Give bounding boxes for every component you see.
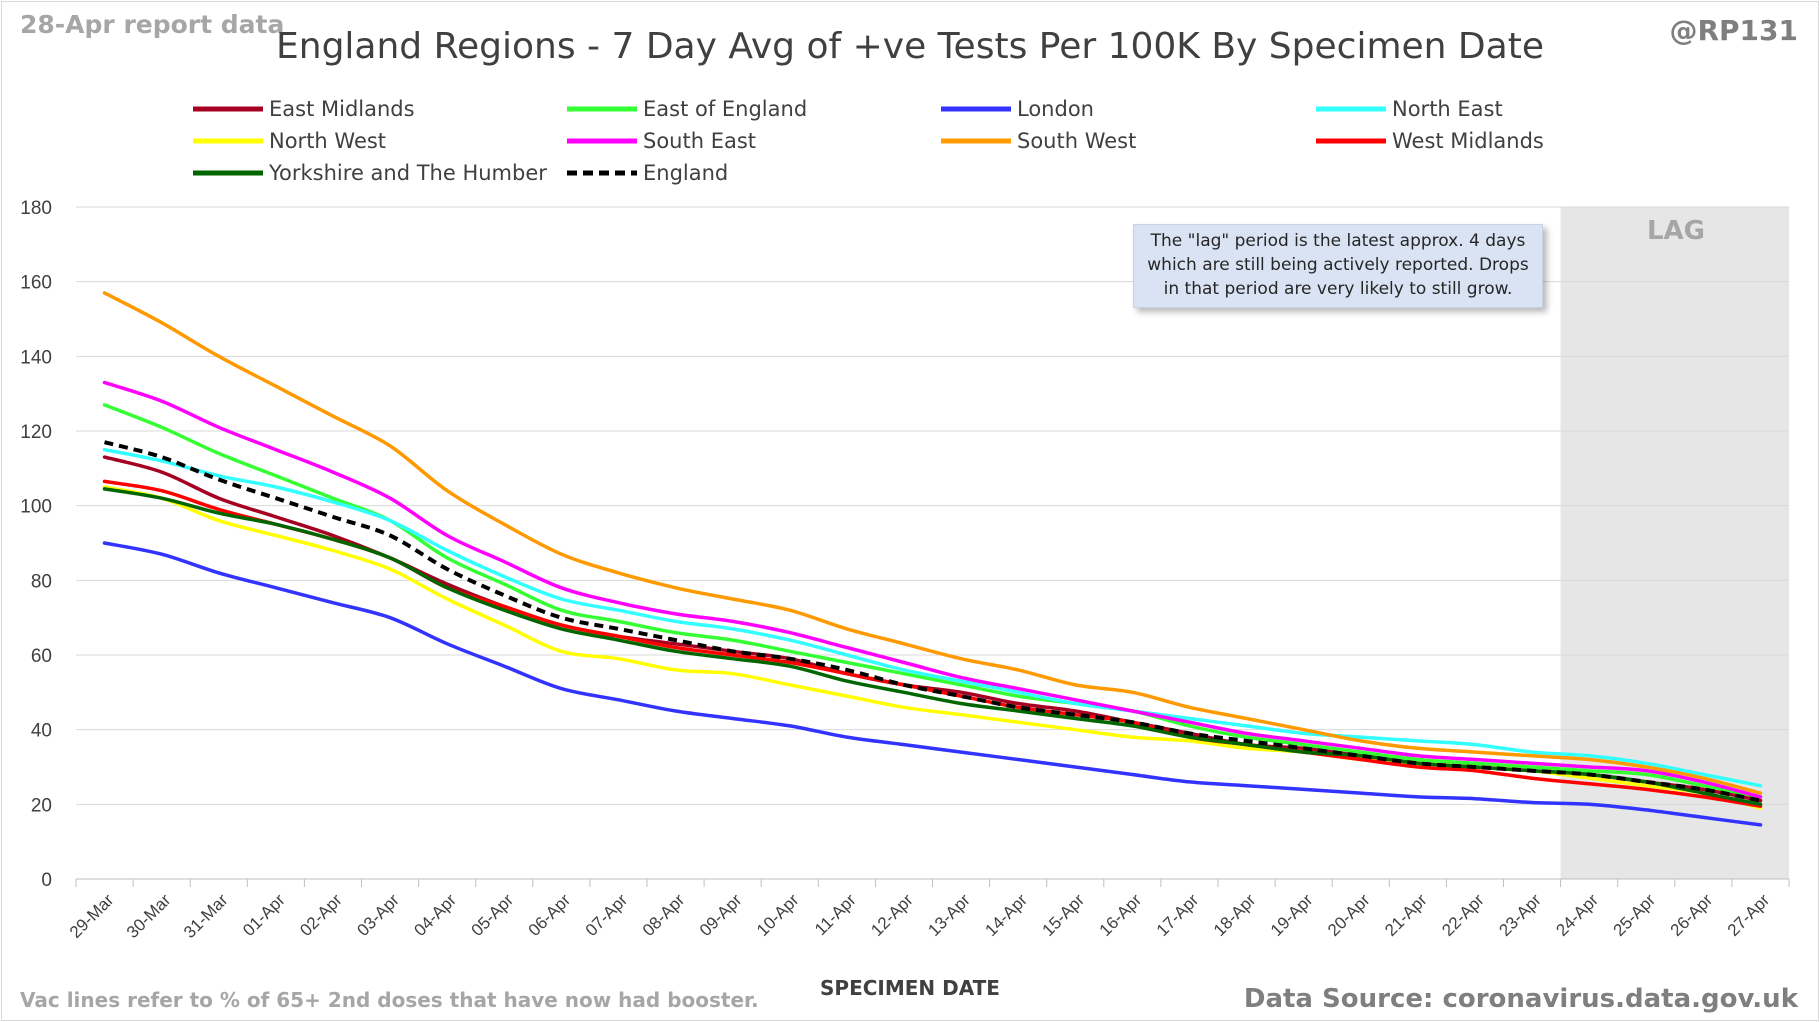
gridlines <box>76 206 1789 880</box>
legend-label-east-of-england: East of England <box>643 97 807 121</box>
author-handle: @RP131 <box>1669 14 1798 47</box>
legend-label-yorkshire-and-the-humber: Yorkshire and The Humber <box>268 161 547 185</box>
x-axis-title: SPECIMEN DATE <box>820 976 1000 1000</box>
legend-label-east-midlands: East Midlands <box>269 97 415 121</box>
report-date-label: 28-Apr report data <box>20 10 285 39</box>
series-line-south-west <box>102 291 1763 795</box>
y-tick-label: 60 <box>31 646 52 667</box>
lag-label: LAG <box>1646 216 1706 246</box>
chart-title: England Regions - 7 Day Avg of +ve Tests… <box>276 26 1544 67</box>
series-line-south-east <box>102 380 1763 799</box>
legend-label-south-west: South West <box>1017 129 1136 153</box>
y-tick-label: 180 <box>20 198 52 219</box>
y-tick-label: 120 <box>20 422 52 443</box>
data-source: Data Source: coronavirus.data.gov.uk <box>1243 984 1798 1014</box>
y-tick-label: 0 <box>41 870 52 891</box>
y-tick-label: 20 <box>31 795 52 816</box>
y-tick-label: 40 <box>31 721 52 742</box>
y-tick-label: 140 <box>20 347 52 368</box>
lag-explanation-note: The "lag" period is the latest approx. 4… <box>1133 224 1543 308</box>
legend-label-north-west: North West <box>269 129 386 153</box>
y-tick-label: 160 <box>20 273 52 294</box>
series-lines <box>102 291 1763 827</box>
legend-label-south-east: South East <box>643 129 756 153</box>
legend-label-west-midlands: West Midlands <box>1392 129 1544 153</box>
legend: East Midlands East of England London North … <box>193 97 1544 185</box>
legend-label-london: London <box>1017 97 1094 121</box>
legend-label-north-east: North East <box>1392 97 1503 121</box>
footnote: Vac lines refer to % of 65+ 2nd doses th… <box>20 988 759 1012</box>
legend-label-england: England <box>643 161 728 185</box>
series-line-yorkshire-and-the-humber <box>102 487 1763 807</box>
series-line-london <box>102 541 1763 827</box>
y-tick-label: 80 <box>31 571 52 592</box>
series-line-north-east <box>102 447 1763 788</box>
y-tick-label: 100 <box>20 497 52 518</box>
